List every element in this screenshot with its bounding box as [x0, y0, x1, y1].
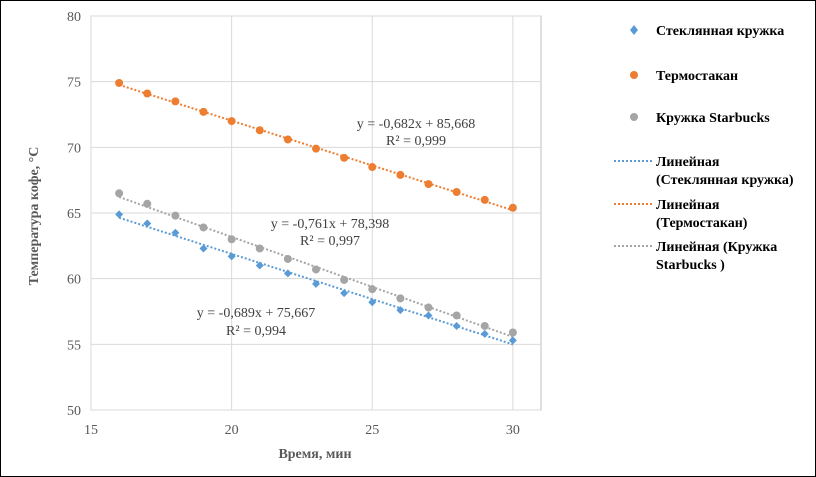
- point-starbucks: [143, 199, 152, 208]
- point-termostakan: [396, 170, 405, 179]
- point-termostakan: [227, 117, 236, 126]
- data-points: [115, 78, 517, 345]
- point-glass: [143, 219, 152, 228]
- point-starbucks: [508, 328, 517, 337]
- y-axis-title: Температура кофе, °С: [27, 147, 42, 286]
- point-glass: [227, 252, 236, 261]
- point-termostakan: [480, 195, 489, 204]
- legend-label-glass: Стеклянная кружка: [656, 24, 784, 39]
- point-glass: [368, 298, 377, 307]
- x-tick-label: 30: [506, 423, 520, 438]
- equation-termostakan: y = -0,682x + 85,668: [357, 117, 475, 132]
- point-termostakan: [368, 163, 377, 172]
- point-termostakan: [143, 89, 152, 98]
- point-starbucks: [340, 275, 349, 284]
- legend-label-starbucks: Кружка Starbucks: [656, 111, 770, 126]
- x-axis-title: Время, мин: [278, 447, 351, 462]
- y-tick-label: 80: [67, 10, 81, 25]
- point-glass: [424, 311, 433, 320]
- trendline-glass: [118, 216, 514, 346]
- point-starbucks: [255, 244, 264, 253]
- legend-label-trend-glass-1: Линейная: [656, 155, 720, 170]
- y-tick-label: 65: [67, 207, 81, 222]
- point-termostakan: [508, 203, 517, 212]
- point-glass: [340, 289, 349, 298]
- point-termostakan: [312, 144, 320, 153]
- point-glass: [396, 306, 405, 315]
- point-starbucks: [283, 254, 292, 263]
- r2-starbucks: R² = 0,997: [300, 234, 360, 249]
- point-glass: [255, 261, 264, 270]
- point-starbucks: [452, 311, 461, 320]
- point-termostakan: [452, 187, 461, 196]
- r2-termostakan: R² = 0,999: [386, 134, 446, 149]
- point-starbucks: [480, 321, 489, 330]
- point-starbucks: [227, 235, 236, 244]
- legend-marker-termostakan: [630, 71, 638, 79]
- point-glass: [171, 228, 180, 237]
- point-starbucks: [312, 265, 320, 274]
- plot-area: [90, 15, 542, 411]
- point-termostakan: [283, 135, 292, 144]
- point-termostakan: [171, 97, 180, 106]
- equation-glass: y = -0,689x + 75,667: [197, 306, 315, 321]
- point-glass: [199, 244, 208, 253]
- trendline-termostakan: [118, 83, 514, 212]
- y-tick-label: 55: [67, 338, 81, 353]
- legend-label-termostakan: Термостакан: [656, 69, 738, 84]
- point-glass: [452, 321, 461, 330]
- y-tick-label: 70: [67, 141, 81, 156]
- legend-marker-glass: [630, 25, 638, 35]
- x-tick-label: 20: [225, 423, 239, 438]
- point-starbucks: [115, 189, 124, 198]
- legend-label-trend-starbucks-2: Starbucks ): [656, 258, 725, 273]
- point-termostakan: [255, 126, 264, 135]
- point-termostakan: [115, 78, 124, 87]
- legend: Стеклянная кружка Термостакан Кружка Sta…: [614, 24, 794, 273]
- point-starbucks: [171, 211, 180, 220]
- point-termostakan: [199, 107, 208, 116]
- x-tick-label: 25: [365, 423, 379, 438]
- point-glass: [115, 210, 124, 219]
- y-axis-ticks: 50 55 60 65 70 75 80: [67, 10, 81, 419]
- point-termostakan: [340, 153, 349, 162]
- r2-glass: R² = 0,994: [226, 324, 286, 339]
- legend-label-trend-glass-2: (Стеклянная кружка): [656, 173, 794, 188]
- point-glass: [283, 269, 292, 278]
- y-tick-label: 75: [67, 76, 81, 91]
- x-axis-ticks: 15 20 25 30: [84, 423, 520, 438]
- point-starbucks: [396, 294, 405, 303]
- legend-label-trend-termostakan-1: Линейная: [656, 198, 720, 213]
- point-starbucks: [424, 303, 433, 312]
- point-termostakan: [424, 180, 433, 189]
- legend-label-trend-termostakan-2: (Термостакан): [656, 216, 748, 231]
- y-tick-label: 60: [67, 273, 81, 288]
- y-tick-label: 50: [67, 404, 81, 419]
- point-glass: [508, 336, 517, 345]
- point-glass: [312, 279, 320, 288]
- point-starbucks: [368, 285, 377, 294]
- legend-label-trend-starbucks-1: Линейная (Кружка: [656, 240, 777, 255]
- x-tick-label: 15: [84, 423, 98, 438]
- equation-starbucks: y = -0,761x + 78,398: [271, 217, 389, 232]
- point-glass: [480, 329, 489, 338]
- point-starbucks: [199, 223, 208, 232]
- legend-marker-starbucks: [630, 113, 638, 121]
